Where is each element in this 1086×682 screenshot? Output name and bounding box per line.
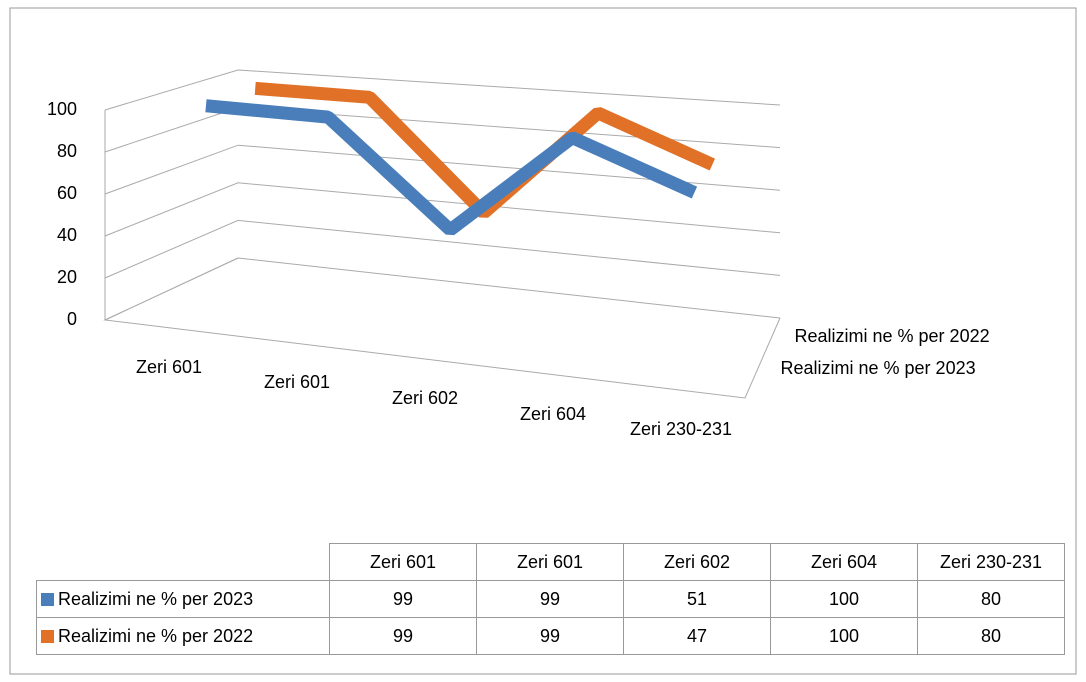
legend-cell: Realizimi ne % per 2023 xyxy=(36,580,330,618)
value-cell: 80 xyxy=(917,580,1065,618)
grid-line xyxy=(104,182,781,237)
x-tick-label-box: Zeri 601 xyxy=(135,356,203,377)
value-cell: 80 xyxy=(917,617,1065,655)
corner-cell xyxy=(36,543,330,581)
depth-label: Realizimi ne % per 2022 xyxy=(795,326,990,346)
x-tick-label: Zeri 602 xyxy=(391,388,459,408)
legend-label: Realizimi ne % per 2022 xyxy=(58,625,254,646)
y-tick-label: 60 xyxy=(57,183,77,203)
legend-label: Realizimi ne % per 2023 xyxy=(58,588,254,609)
header-row: Zeri 601 Zeri 601 Zeri 602 Zeri 604 Zeri 230… xyxy=(36,543,1065,581)
y-tick-label: 0 xyxy=(67,309,77,329)
value-cell: 99 xyxy=(476,580,624,618)
header-cell: Zeri 601 xyxy=(476,543,624,581)
x-tick-label-box: Zeri 230-231 xyxy=(629,419,733,440)
x-tick-label: Zeri 230-231 xyxy=(629,419,733,440)
value-cell: 99 xyxy=(329,617,477,655)
header-cell: Zeri 604 xyxy=(770,543,918,581)
grid-line xyxy=(104,69,781,111)
value-cell: 100 xyxy=(770,580,918,618)
y-tick-label: 100 xyxy=(47,99,77,119)
x-tick-label-box: Zeri 602 xyxy=(391,388,459,408)
series-line xyxy=(254,81,716,218)
x-tick-label: Zeri 601 xyxy=(135,356,203,377)
grid-line xyxy=(104,219,781,279)
grid-line xyxy=(104,144,781,195)
legend-cell: Realizimi ne % per 2022 xyxy=(36,617,330,655)
x-tick-label: Zeri 601 xyxy=(263,372,331,393)
legend-swatch xyxy=(41,629,54,643)
y-tick-label: 80 xyxy=(57,141,77,161)
header-cell: Zeri 601 xyxy=(329,543,477,581)
value-cell: 99 xyxy=(476,617,624,655)
grid-line xyxy=(104,257,781,321)
y-tick-label: 20 xyxy=(57,267,77,287)
series-row: Realizimi ne % per 2022 99 99 47 100 80 xyxy=(36,617,1065,655)
value-cell: 51 xyxy=(623,580,771,618)
value-cell: 47 xyxy=(623,617,771,655)
value-cell: 99 xyxy=(329,580,477,618)
depth-label: Realizimi ne % per 2023 xyxy=(781,358,976,378)
x-tick-label-box: Zeri 601 xyxy=(263,372,331,393)
series-row: Realizimi ne % per 2023 99 99 51 100 80 xyxy=(36,580,1065,618)
x-tick-label-box: Zeri 604 xyxy=(519,403,587,424)
y-tick-label: 40 xyxy=(57,225,77,245)
x-tick-label: Zeri 604 xyxy=(519,403,587,424)
series-line xyxy=(205,99,698,236)
header-cell: Zeri 602 xyxy=(623,543,771,581)
chart-border xyxy=(9,7,1077,675)
header-cell: Zeri 230-231 xyxy=(917,543,1065,581)
value-cell: 100 xyxy=(770,617,918,655)
legend-swatch xyxy=(41,592,54,606)
data-table: Zeri 601 Zeri 601 Zeri 602 Zeri 604 Zeri 230… xyxy=(36,543,1065,655)
